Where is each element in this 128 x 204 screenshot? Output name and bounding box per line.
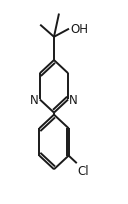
- Text: N: N: [69, 93, 78, 106]
- Text: N: N: [30, 93, 39, 106]
- Text: Cl: Cl: [77, 164, 89, 177]
- Text: OH: OH: [70, 23, 88, 36]
